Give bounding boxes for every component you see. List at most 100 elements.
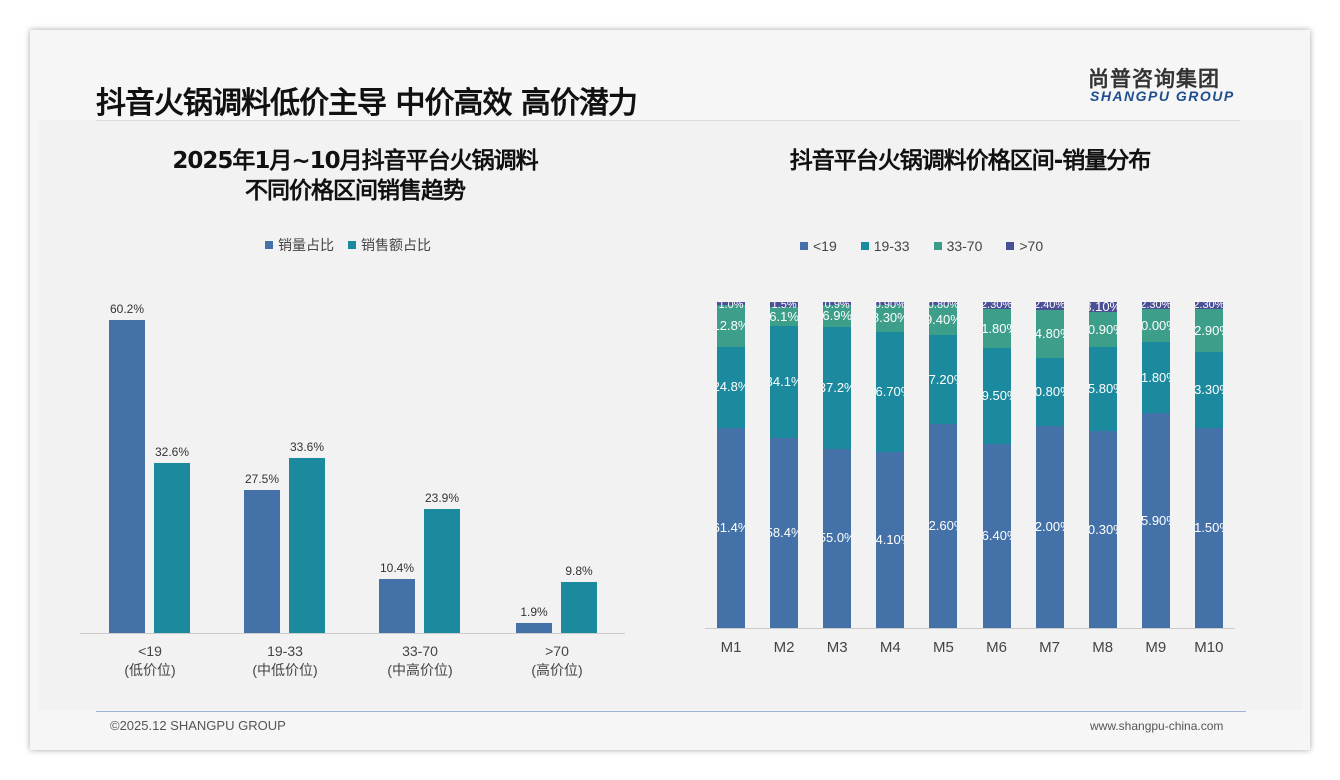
legend-swatch [265, 241, 273, 249]
month-label: M6 [986, 639, 1007, 656]
segment-label: 12.90% [1194, 322, 1223, 338]
category-label: 33-70 (中高价位) [360, 642, 480, 680]
segment-label: 60.30% [1088, 521, 1117, 537]
stack-segment-0 [770, 437, 799, 628]
month-label: M9 [1145, 639, 1167, 656]
stack-segment-1 [770, 326, 799, 438]
bar-volume [244, 490, 280, 633]
category-sub: (低价位) [124, 662, 176, 678]
segment-label: 10.00% [1141, 317, 1170, 333]
stack-segment-3 [770, 301, 799, 307]
data-label: 1.9% [520, 605, 548, 620]
month-label: M7 [1039, 639, 1061, 656]
stack-segment-2 [823, 304, 852, 328]
legend-label: 33-70 [946, 238, 983, 254]
title-divider [96, 120, 1240, 121]
stack-segment-0 [1194, 427, 1223, 628]
stack-segment-2 [876, 304, 905, 332]
legend-label: 19-33 [873, 238, 910, 254]
stack-segment-0 [1141, 413, 1170, 628]
data-label: 27.5% [244, 472, 280, 486]
legend-swatch [1006, 242, 1015, 250]
stack-segment-3 [823, 302, 852, 305]
legend-item-lt19: <19 [800, 238, 837, 254]
stack-segment-3 [929, 302, 958, 305]
data-label: 32.6% [154, 445, 190, 460]
stack-segment-0 [929, 423, 958, 628]
legend-item-volume: 销量占比 [265, 235, 334, 255]
logo-english: SHANGPU GROUP [1090, 88, 1235, 104]
segment-label: 2.40% [1035, 301, 1064, 309]
category-name: >70 [545, 643, 569, 659]
bar-revenue [424, 508, 460, 633]
segment-label: 10.90% [1088, 321, 1117, 337]
stack-segment-3 [1194, 302, 1223, 310]
segment-label: 27.20% [929, 371, 957, 387]
segment-label: 9.40% [929, 311, 957, 327]
stack-segment-3 [982, 302, 1011, 310]
bar-revenue [154, 463, 190, 633]
bar-volume [516, 623, 552, 633]
stack-segment-2 [717, 305, 745, 347]
stack-segment-1 [1035, 358, 1064, 426]
legend-swatch [800, 242, 808, 250]
stack-segment-0 [823, 448, 852, 628]
segment-label: 25.80% [1088, 381, 1117, 397]
right-chart-legend: <19 19-33 33-70 >70 [800, 238, 1043, 254]
segment-label: 2.30% [1141, 301, 1170, 309]
right-chart-title: 抖音平台火锅调料价格区间-销量分布 [789, 148, 1152, 174]
segment-label: 0.90% [876, 301, 905, 309]
category-sub: (中高价位) [387, 662, 453, 678]
right-chart-axis [705, 628, 1235, 629]
category-name: 33-70 [402, 643, 438, 659]
category-label: 19-33 (中低价位) [225, 642, 345, 680]
legend-label: 销量占比 [278, 237, 334, 253]
month-label: M1 [720, 639, 742, 656]
bar-volume [109, 319, 145, 633]
left-chart-title-line1: 2025年1月~10月抖音平台火锅调料 [172, 148, 538, 174]
segment-label: 37.2% [823, 380, 851, 396]
stack-segment-1 [1194, 351, 1223, 428]
legend-label: >70 [1019, 238, 1044, 254]
month-label: M4 [879, 639, 901, 656]
stack-segment-0 [717, 427, 745, 628]
stack-segment-2 [770, 306, 799, 327]
segment-label: 23.30% [1194, 381, 1223, 397]
segment-label: 6.9% [823, 308, 852, 324]
segment-label: 14.80% [1035, 325, 1064, 341]
bar-volume [379, 578, 415, 633]
segment-label: 20.80% [1035, 383, 1064, 399]
footer-copyright: ©2025.12 SHANGPU GROUP [110, 718, 286, 733]
legend-item-33-70: 33-70 [933, 238, 983, 254]
segment-label: 55.0% [823, 530, 851, 546]
legend-swatch [348, 241, 356, 249]
segment-label: 0.80% [929, 301, 958, 309]
data-label: 10.4% [379, 560, 415, 575]
stack-segment-2 [1141, 309, 1170, 343]
segment-label: 29.50% [982, 388, 1011, 404]
bar-revenue [289, 458, 325, 633]
footer-website[interactable]: www.shangpu-china.com [1090, 719, 1224, 733]
segment-label: 8.30% [876, 310, 904, 326]
legend-label: 销售额占比 [361, 237, 431, 253]
category-name: <19 [138, 643, 162, 659]
segment-label: 61.50% [1194, 519, 1223, 535]
stack-segment-3 [717, 302, 745, 306]
data-label: 33.6% [289, 440, 325, 455]
stack-segment-1 [717, 346, 745, 428]
segment-label: 3.10% [1089, 298, 1117, 314]
stack-segment-1 [876, 331, 905, 452]
left-chart-axis [80, 633, 625, 634]
stack-segment-1 [929, 335, 958, 424]
stack-segment-0 [1035, 425, 1064, 628]
stack-segment-2 [1088, 311, 1117, 348]
stack-segment-0 [982, 444, 1011, 628]
stack-segment-3 [876, 302, 905, 305]
segment-label: 34.1% [770, 374, 798, 390]
segment-label: 0.9% [824, 301, 850, 309]
segment-label: 61.4% [717, 519, 745, 535]
segment-label: 1.0% [718, 301, 744, 309]
segment-label: 56.40% [982, 528, 1011, 544]
segment-label: 58.4% [770, 524, 798, 540]
segment-label: 2.30% [982, 301, 1011, 309]
